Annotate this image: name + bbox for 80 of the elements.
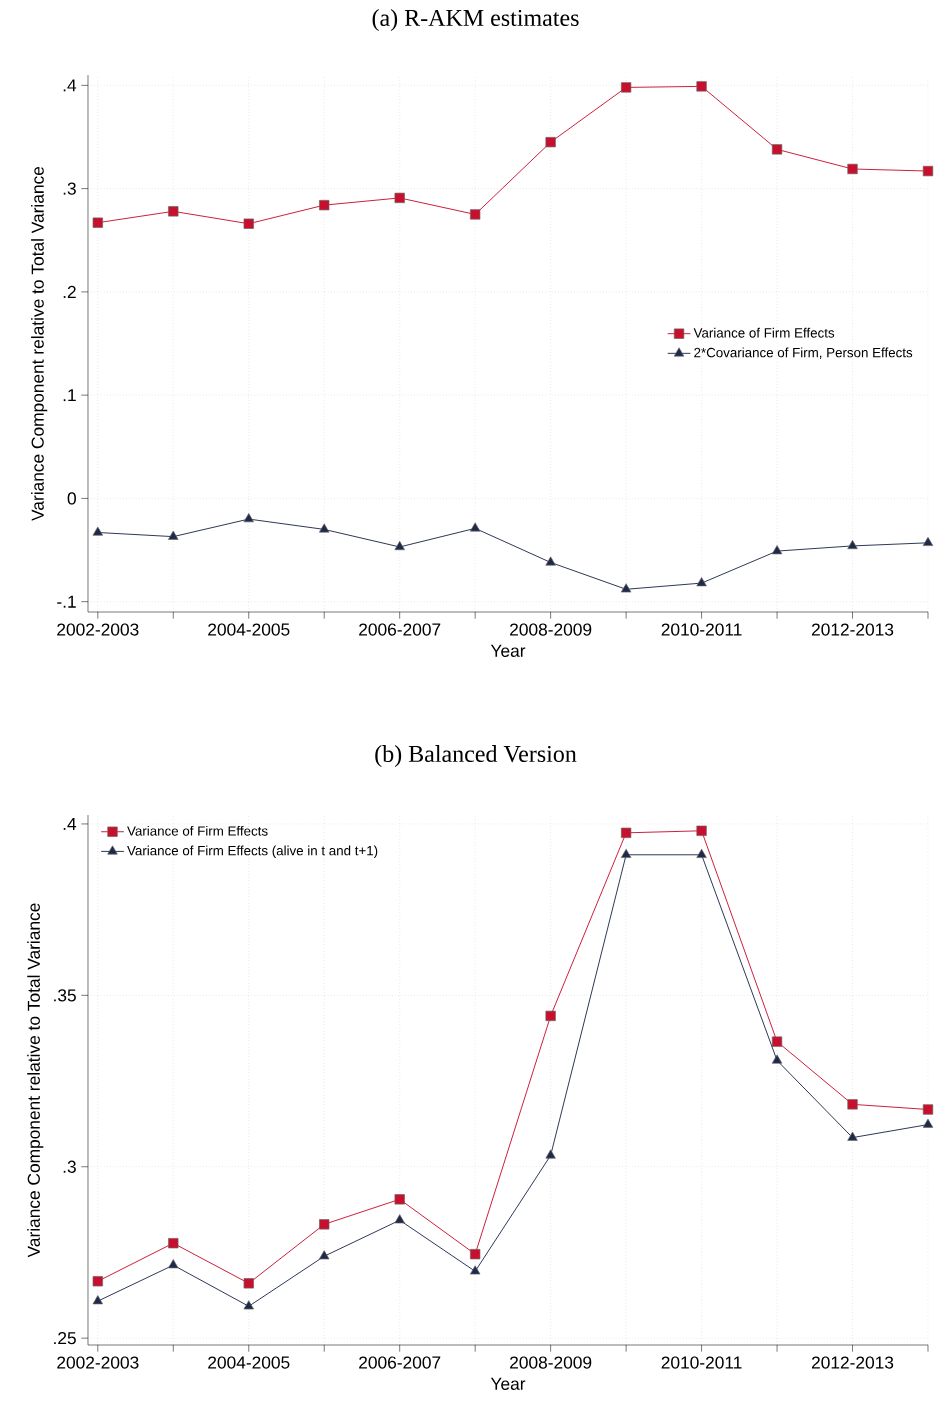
point — [394, 192, 405, 204]
point — [469, 522, 481, 532]
point — [168, 530, 179, 540]
legend-label: Variance of Firm Effects (alive in t and t+1) — [127, 845, 378, 858]
point — [394, 1194, 405, 1205]
x-tick-label: 2008-2009 — [510, 623, 592, 636]
point — [92, 526, 103, 536]
point — [922, 1104, 934, 1115]
y-tick-label: -.1 — [57, 595, 76, 608]
x-tick-label: 2006-2007 — [359, 623, 441, 636]
x-tick-label: 2004-2005 — [208, 1356, 290, 1369]
point — [620, 848, 632, 858]
x-tick-label: 2008-2009 — [510, 1356, 592, 1369]
x-tick-label: 2002-2003 — [57, 623, 139, 636]
point — [319, 1250, 330, 1260]
x-axis-title: Year — [490, 1377, 526, 1390]
legend-label: 2*Covariance of Firm, Person Effects — [694, 347, 913, 359]
point — [847, 1131, 858, 1141]
point — [696, 825, 707, 836]
point — [545, 1010, 556, 1022]
x-tick-label: 2012-2013 — [811, 1356, 894, 1369]
point — [545, 556, 556, 566]
point — [771, 144, 783, 155]
point — [168, 1238, 179, 1249]
point — [847, 163, 858, 175]
chart-title: (b) Balanced Version — [375, 745, 577, 767]
point — [168, 206, 179, 217]
y-tick-label: 0 — [67, 492, 76, 505]
point — [620, 827, 632, 838]
point — [394, 1214, 405, 1224]
point — [319, 200, 330, 211]
legend-label: Variance of Firm Effects — [127, 825, 268, 836]
point — [620, 82, 632, 93]
point — [92, 1295, 103, 1305]
point — [168, 1259, 179, 1269]
point — [771, 1054, 783, 1064]
point — [922, 165, 934, 177]
point — [771, 1036, 783, 1047]
point — [319, 1219, 330, 1230]
point — [922, 536, 934, 546]
legend-label: Variance of Firm Effects — [693, 327, 835, 338]
point — [847, 539, 858, 550]
y-tick-label: .3 — [63, 182, 76, 195]
y-tick-label: .3 — [63, 1160, 76, 1173]
x-axis-title: Year — [490, 644, 526, 657]
point — [470, 209, 481, 220]
point — [92, 1276, 103, 1287]
x-tick-label: 2012-2013 — [811, 623, 894, 636]
y-tick-label: .25 — [54, 1332, 76, 1345]
y-axis-title: Variance Component relative to Total Variance — [31, 166, 48, 521]
y-tick-label: .35 — [54, 989, 76, 1002]
y-tick-label: .4 — [63, 817, 77, 830]
y-tick-label: .4 — [63, 79, 77, 92]
point — [319, 523, 330, 533]
point — [847, 1099, 858, 1110]
point — [696, 848, 707, 858]
point — [922, 1118, 934, 1128]
chart-title: (a) R-AKM estimates — [372, 9, 579, 31]
point — [545, 1149, 556, 1159]
point — [92, 217, 103, 228]
point — [696, 81, 707, 92]
y-axis-title: Variance Component relative to Total Variance — [27, 903, 44, 1258]
point — [243, 513, 254, 523]
point — [470, 1249, 481, 1260]
x-tick-label: 2010-2011 — [661, 1356, 742, 1369]
x-tick-label: 2004-2005 — [208, 623, 290, 636]
point — [243, 218, 254, 229]
point — [243, 1300, 254, 1310]
point — [771, 545, 783, 555]
point — [545, 137, 556, 148]
point — [620, 583, 632, 593]
point — [469, 1265, 481, 1275]
y-tick-label: .1 — [63, 389, 76, 402]
point — [394, 541, 405, 551]
point — [243, 1278, 254, 1289]
x-tick-label: 2006-2007 — [359, 1356, 441, 1369]
y-tick-label: .2 — [63, 285, 76, 298]
point — [696, 577, 707, 587]
x-tick-label: 2002-2003 — [57, 1356, 139, 1369]
x-tick-label: 2010-2011 — [661, 623, 742, 636]
